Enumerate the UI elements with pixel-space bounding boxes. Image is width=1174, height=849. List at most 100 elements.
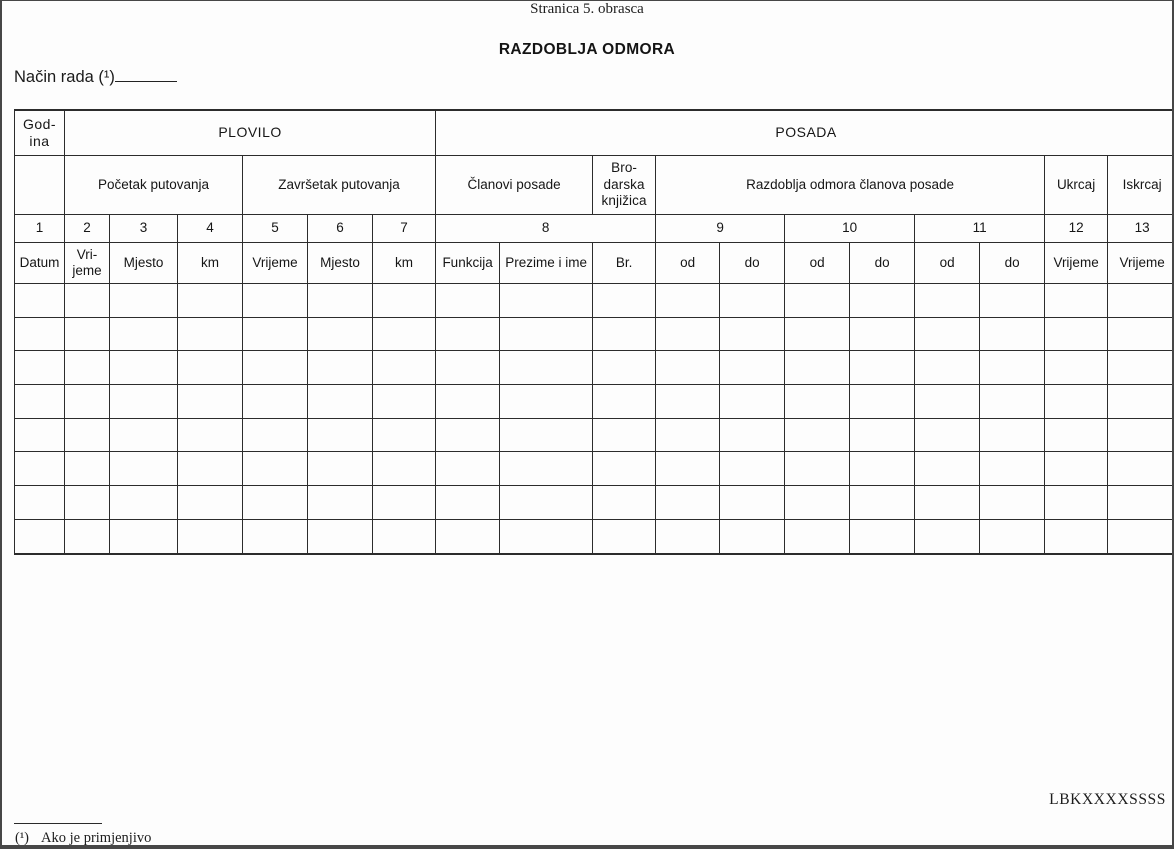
table-row (14, 485, 1172, 520)
empty-cell (849, 485, 916, 520)
empty-cell (64, 283, 110, 318)
empty-cell (435, 316, 501, 352)
empty-cell (914, 316, 981, 352)
empty-cell (371, 518, 437, 555)
table-row (14, 384, 1172, 419)
empty-cell (371, 350, 437, 386)
empty-cell (14, 518, 65, 555)
empty-cell (1044, 350, 1109, 386)
mode-blank-line (114, 67, 177, 82)
empty-cell (979, 384, 1046, 419)
empty-cell (979, 316, 1046, 352)
col-label-number: Br. (592, 242, 657, 284)
col-number: 7 (371, 214, 437, 243)
empty-cell (1107, 417, 1172, 453)
empty-cell (655, 417, 721, 453)
empty-cell (1044, 417, 1109, 453)
empty-cell (177, 518, 243, 555)
mode-of-operation-line: Način rada (¹) (14, 67, 177, 87)
col-label-to: do (849, 242, 916, 284)
empty-cell (177, 350, 243, 386)
empty-cell (435, 283, 501, 318)
empty-cell (371, 283, 437, 318)
empty-cell (109, 384, 178, 419)
empty-cell (499, 316, 594, 352)
empty-cell (177, 485, 243, 520)
empty-cell (242, 350, 308, 386)
empty-cell (979, 417, 1046, 453)
col-number: 13 (1107, 214, 1172, 243)
col-number: 2 (64, 214, 110, 243)
empty-cell (1044, 518, 1109, 555)
empty-cell (979, 518, 1046, 555)
col-number: 12 (1044, 214, 1109, 243)
empty-cell (435, 350, 501, 386)
empty-cell (14, 316, 65, 352)
empty-cell (655, 350, 721, 386)
empty-cell (109, 283, 178, 318)
col-label-km: km (177, 242, 243, 284)
empty-cell (307, 485, 373, 520)
empty-cell (655, 451, 721, 487)
empty-cell (1044, 451, 1109, 487)
empty-cell (499, 451, 594, 487)
empty-cell (307, 283, 373, 318)
empty-cell (849, 518, 916, 555)
header-row-groups: God- ina PLOVILO POSADA (14, 109, 1172, 156)
empty-cell (1107, 316, 1172, 352)
empty-cell (784, 283, 851, 318)
col-label-km: km (371, 242, 437, 284)
empty-cell (1044, 384, 1109, 419)
header-year: God- ina (14, 109, 65, 156)
empty-cell (307, 451, 373, 487)
col-label-place: Mjesto (307, 242, 373, 284)
col-number: 4 (177, 214, 243, 243)
col-number: 11 (914, 214, 1046, 243)
empty-cell (914, 451, 981, 487)
col-number: 10 (784, 214, 916, 243)
empty-cell (307, 518, 373, 555)
empty-cell (784, 350, 851, 386)
form-title: RAZDOBLJA ODMORA (498, 41, 676, 58)
empty-cell (979, 350, 1046, 386)
header-row-sections: Početak putovanja Završetak putovanja Čl… (14, 155, 1172, 215)
empty-cell (177, 451, 243, 487)
empty-cell (849, 417, 916, 453)
header-disembark: Iskrcaj (1107, 155, 1172, 215)
col-label-time: Vrijeme (1107, 242, 1172, 284)
empty-cell (784, 485, 851, 520)
empty-cell (499, 384, 594, 419)
empty-cell (242, 384, 308, 419)
col-label-to: do (719, 242, 786, 284)
empty-cell (371, 316, 437, 352)
footnote-marker: (¹) (15, 830, 30, 846)
empty-cell (435, 384, 501, 419)
empty-cell (719, 384, 786, 419)
table-row (14, 518, 1172, 555)
empty-cell (14, 350, 65, 386)
empty-cell (655, 283, 721, 318)
empty-cell (307, 417, 373, 453)
page-number-note: Stranica 5. obrasca (530, 1, 644, 17)
empty-cell (64, 350, 110, 386)
empty-cell (592, 316, 657, 352)
empty-cell (242, 316, 308, 352)
empty-cell (784, 316, 851, 352)
empty-cell (1044, 316, 1109, 352)
header-row-labels: Datum Vri- jeme Mjesto km Vrijeme Mjesto… (14, 242, 1172, 284)
header-empty-cell (14, 155, 65, 215)
empty-cell (435, 485, 501, 520)
col-label-from: od (655, 242, 721, 284)
empty-cell (242, 485, 308, 520)
col-number: 5 (242, 214, 308, 243)
empty-cell (719, 485, 786, 520)
empty-cell (1107, 384, 1172, 419)
empty-cell (1044, 283, 1109, 318)
table-row (14, 417, 1172, 453)
empty-cell (592, 417, 657, 453)
header-trip-start: Početak putovanja (64, 155, 243, 215)
col-number: 8 (435, 214, 657, 243)
empty-cell (371, 417, 437, 453)
empty-cell (914, 384, 981, 419)
header-vessel: PLOVILO (63, 109, 437, 156)
